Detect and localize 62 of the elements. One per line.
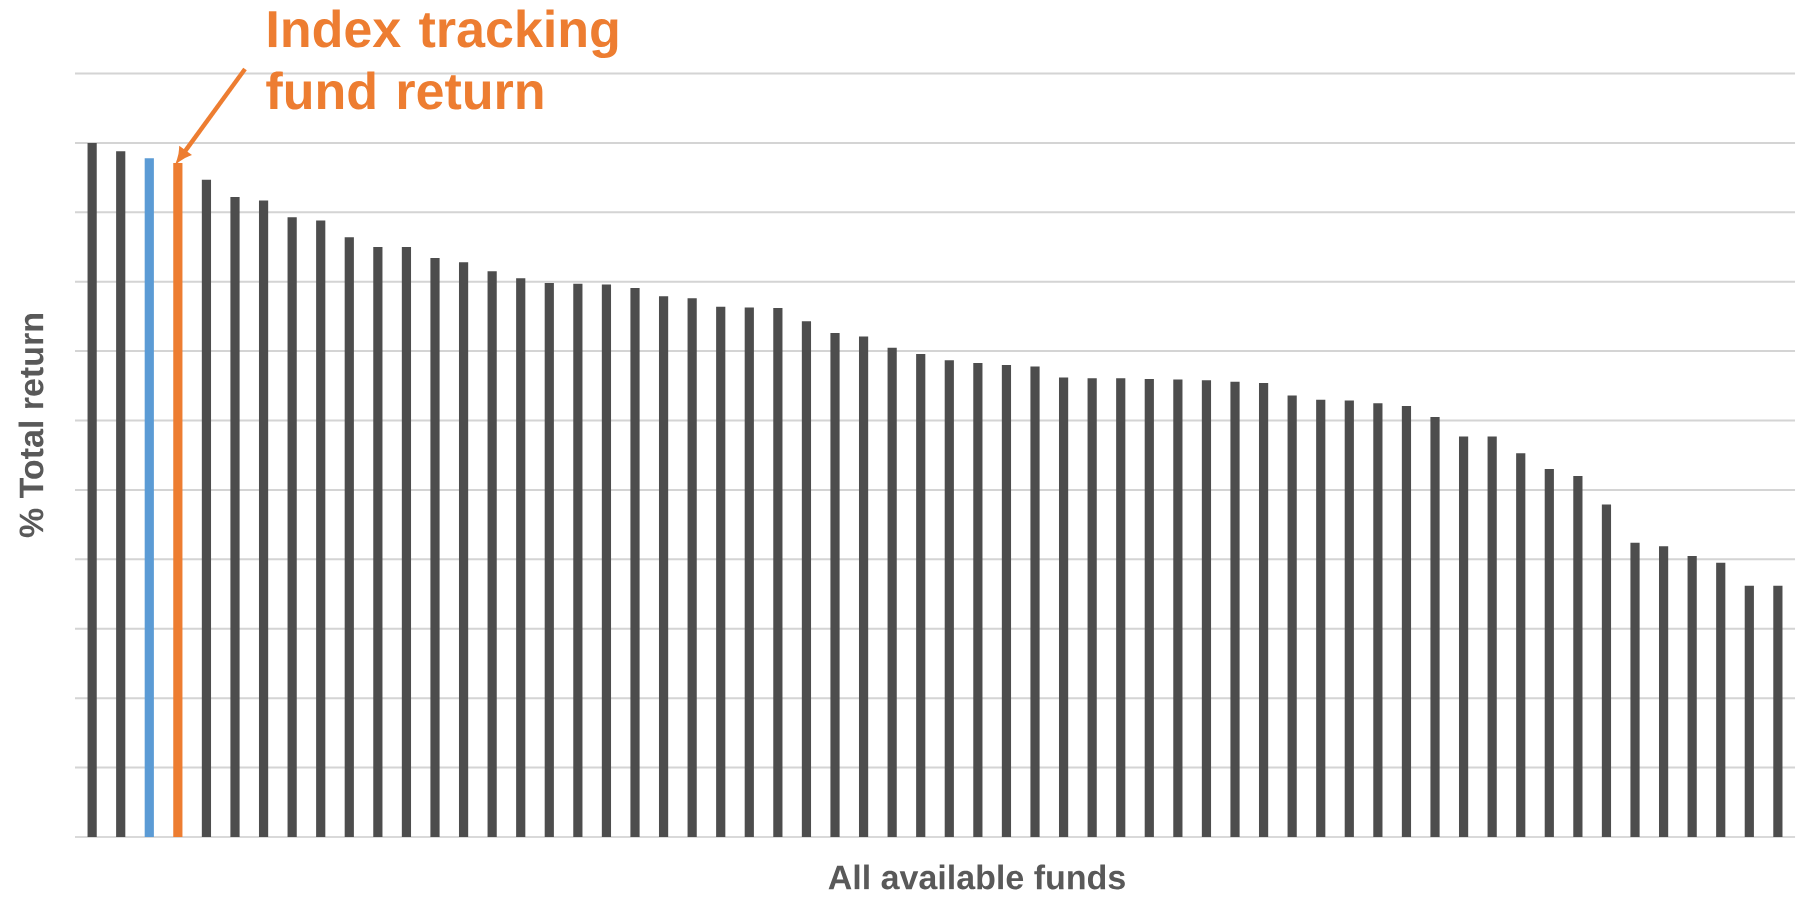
bar xyxy=(201,179,212,837)
bar xyxy=(373,246,383,837)
bar xyxy=(1458,436,1469,837)
bar xyxy=(973,362,983,837)
bar xyxy=(144,158,154,837)
bar xyxy=(573,283,583,837)
bar xyxy=(1087,378,1097,837)
text: Index tracking fund return xyxy=(266,9,618,110)
bar xyxy=(1487,436,1497,837)
bar xyxy=(687,298,697,837)
bar xyxy=(1030,366,1040,837)
bar xyxy=(601,284,612,837)
y-axis-title: % Total return xyxy=(18,314,44,538)
bar xyxy=(516,278,526,837)
bar xyxy=(87,142,97,837)
bar xyxy=(1230,381,1240,837)
bar xyxy=(744,307,754,837)
bar xyxy=(1001,365,1012,837)
bar xyxy=(1173,379,1183,837)
bar xyxy=(658,296,669,837)
bar xyxy=(230,197,240,837)
bar xyxy=(287,217,297,837)
bar xyxy=(858,336,869,837)
bar xyxy=(1287,395,1297,837)
bar xyxy=(1058,377,1069,837)
bar xyxy=(1516,453,1526,837)
bar xyxy=(1716,562,1726,837)
bar xyxy=(401,246,412,837)
bar xyxy=(830,333,840,837)
bar xyxy=(1687,555,1697,837)
bar xyxy=(1601,504,1612,837)
bar xyxy=(801,321,812,837)
bar xyxy=(1544,469,1554,837)
bar xyxy=(887,347,897,837)
bar xyxy=(1116,378,1126,837)
bar xyxy=(716,306,726,837)
bar xyxy=(1316,399,1326,837)
x-axis-title: All available funds xyxy=(828,864,1125,890)
bar xyxy=(1344,400,1354,837)
bar xyxy=(316,220,326,837)
bar xyxy=(344,237,354,837)
bar xyxy=(630,287,640,837)
bar xyxy=(1630,542,1640,837)
bar xyxy=(544,283,554,837)
bar xyxy=(430,258,440,837)
bar xyxy=(1258,383,1269,837)
bar xyxy=(916,353,926,837)
bar xyxy=(458,262,469,837)
bar xyxy=(773,308,783,837)
bar xyxy=(1401,405,1412,837)
bar xyxy=(1430,417,1440,837)
bar xyxy=(116,151,126,837)
bar xyxy=(1744,585,1754,837)
bar xyxy=(1373,403,1383,837)
bar xyxy=(1659,546,1669,837)
bar xyxy=(944,360,954,837)
bar xyxy=(487,271,497,837)
bar xyxy=(1144,378,1154,837)
bar xyxy=(1573,476,1583,837)
bar xyxy=(258,200,269,837)
bar xyxy=(1201,380,1212,837)
bar xyxy=(1773,585,1783,837)
